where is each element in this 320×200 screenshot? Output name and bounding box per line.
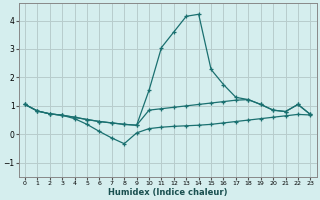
X-axis label: Humidex (Indice chaleur): Humidex (Indice chaleur): [108, 188, 228, 197]
